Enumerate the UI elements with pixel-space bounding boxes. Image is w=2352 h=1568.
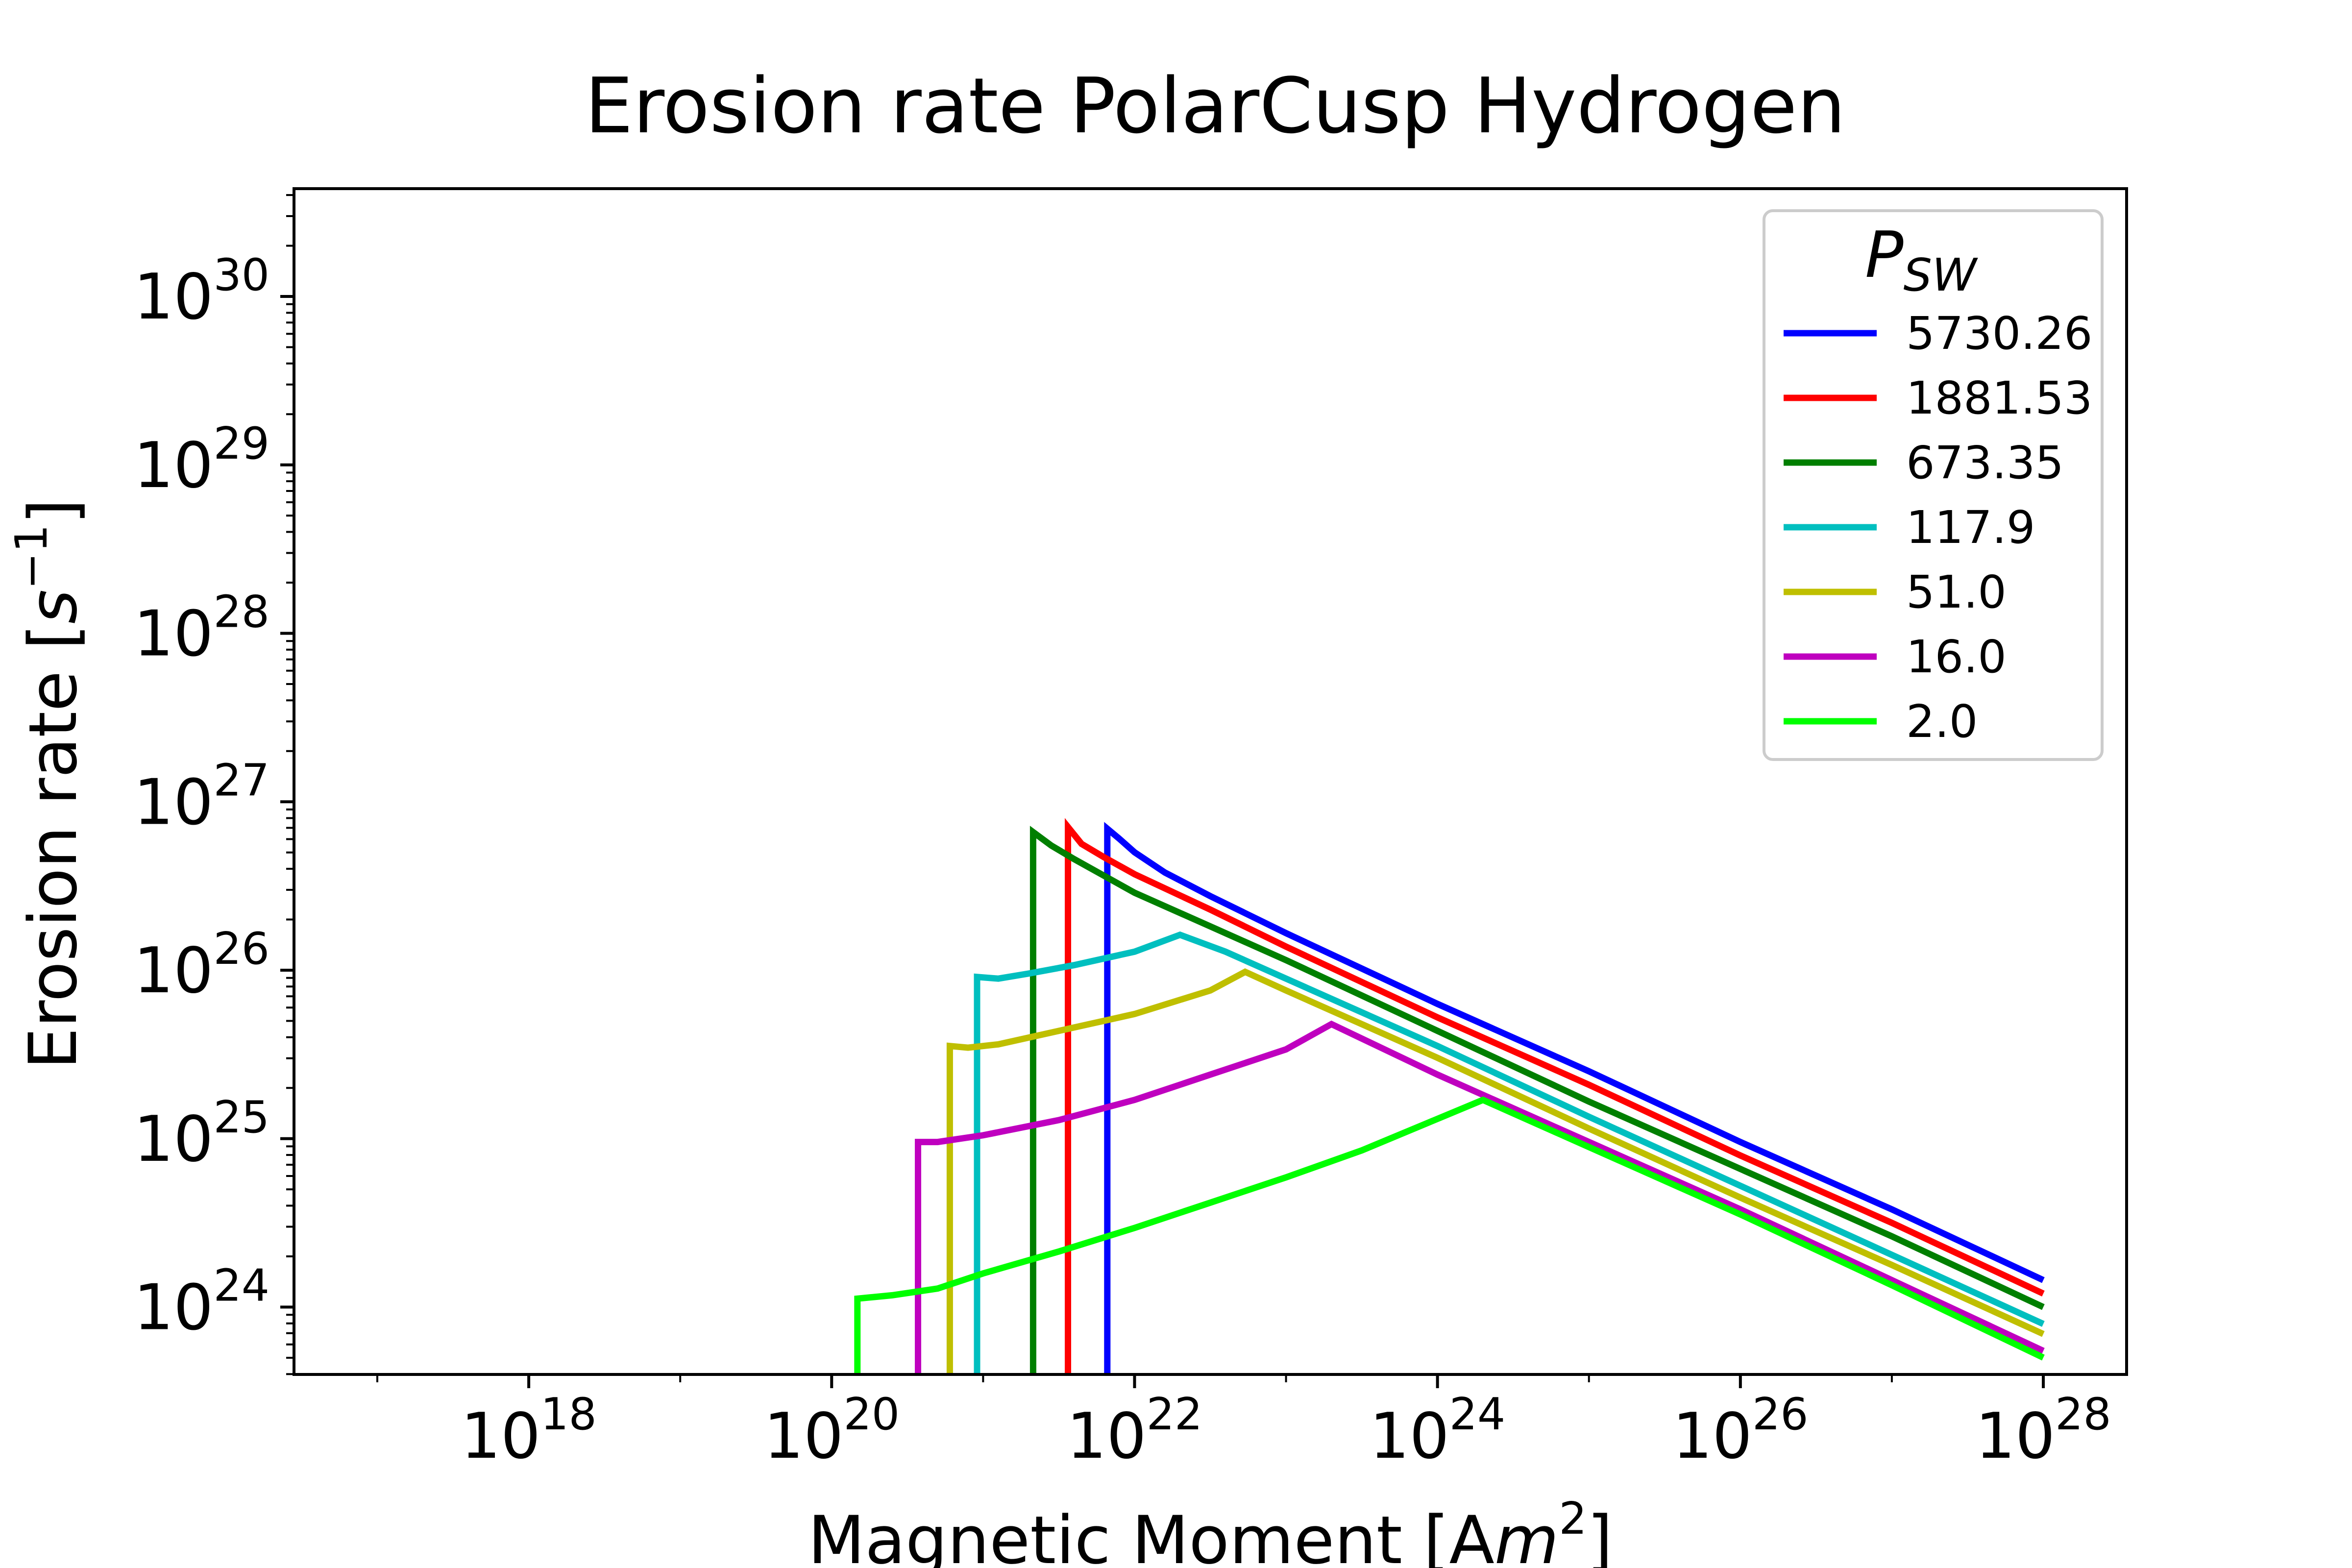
legend-label: 117.9 [1906, 501, 2035, 554]
legend-title-main: P [1865, 218, 1904, 292]
legend-box [1763, 209, 2104, 761]
legend-label: 16.0 [1906, 631, 2007, 683]
y-tick-label: 1030 [134, 249, 270, 334]
y-tick-label: 1024 [134, 1260, 270, 1345]
x-axis-label-end: ] [1587, 1502, 1613, 1568]
x-tick-label: 1024 [1370, 1389, 1505, 1473]
y-axis-label-italic: s [15, 589, 92, 624]
x-tick-label: 1026 [1672, 1389, 1808, 1473]
legend-title: PSW [1865, 218, 1978, 301]
x-tick-label: 1020 [764, 1389, 900, 1473]
x-tick-label: 1022 [1067, 1389, 1202, 1473]
x-axis-label-main: Magnetic Moment [A [808, 1502, 1494, 1568]
x-axis-label: Magnetic Moment [Am2] [808, 1493, 1613, 1568]
series-line-5 [946, 968, 2045, 1374]
x-axis-label-sup: 2 [1559, 1493, 1587, 1544]
series-line-2 [1065, 818, 2045, 1374]
series-line-4 [974, 931, 2045, 1374]
x-axis-label-italic: m [1494, 1502, 1559, 1568]
legend: PSW 5730.26 1881.53 673.35 117.9 51.0 16.0 2.0 [1763, 209, 2104, 761]
y-axis-label-end: ] [15, 499, 92, 525]
x-tick-label: 1028 [1975, 1389, 2111, 1473]
legend-label: 2.0 [1906, 695, 1978, 748]
y-tick-label: 1027 [134, 755, 270, 839]
x-tick-label: 1018 [461, 1389, 596, 1473]
legend-items: 5730.26 1881.53 673.35 117.9 51.0 16.0 2.0 [1784, 307, 2092, 748]
chart-title: Erosion rate PolarCusp Hydrogen [585, 61, 1845, 150]
y-axis-label-main: Erosion rate [ [15, 624, 92, 1069]
plot-frame [293, 187, 2128, 1376]
y-tick-label: 1029 [134, 418, 270, 502]
y-axis-label-sup: −1 [6, 524, 57, 589]
series-line-3 [1029, 826, 2045, 1374]
legend-label: 51.0 [1906, 566, 2007, 618]
y-tick-label: 1026 [134, 923, 270, 1007]
y-axis: 1024 1025 1026 1027 1028 1029 1030 [134, 194, 294, 1375]
series-line-1 [1104, 822, 2045, 1374]
legend-label: 5730.26 [1906, 307, 2092, 360]
legend-label: 1881.53 [1906, 372, 2092, 424]
series-line-7 [854, 1096, 2045, 1374]
x-axis: 1018 1020 1022 1024 1026 1028 [376, 1374, 2111, 1473]
y-tick-label: 1028 [134, 587, 270, 671]
series-line-6 [915, 1020, 2045, 1374]
legend-label: 673.35 [1906, 437, 2064, 489]
legend-title-sub: SW [1904, 249, 1978, 301]
series-layer [854, 818, 2045, 1374]
y-axis-label: Erosion rate [s−1] [6, 499, 92, 1070]
y-tick-label: 1025 [134, 1092, 270, 1176]
